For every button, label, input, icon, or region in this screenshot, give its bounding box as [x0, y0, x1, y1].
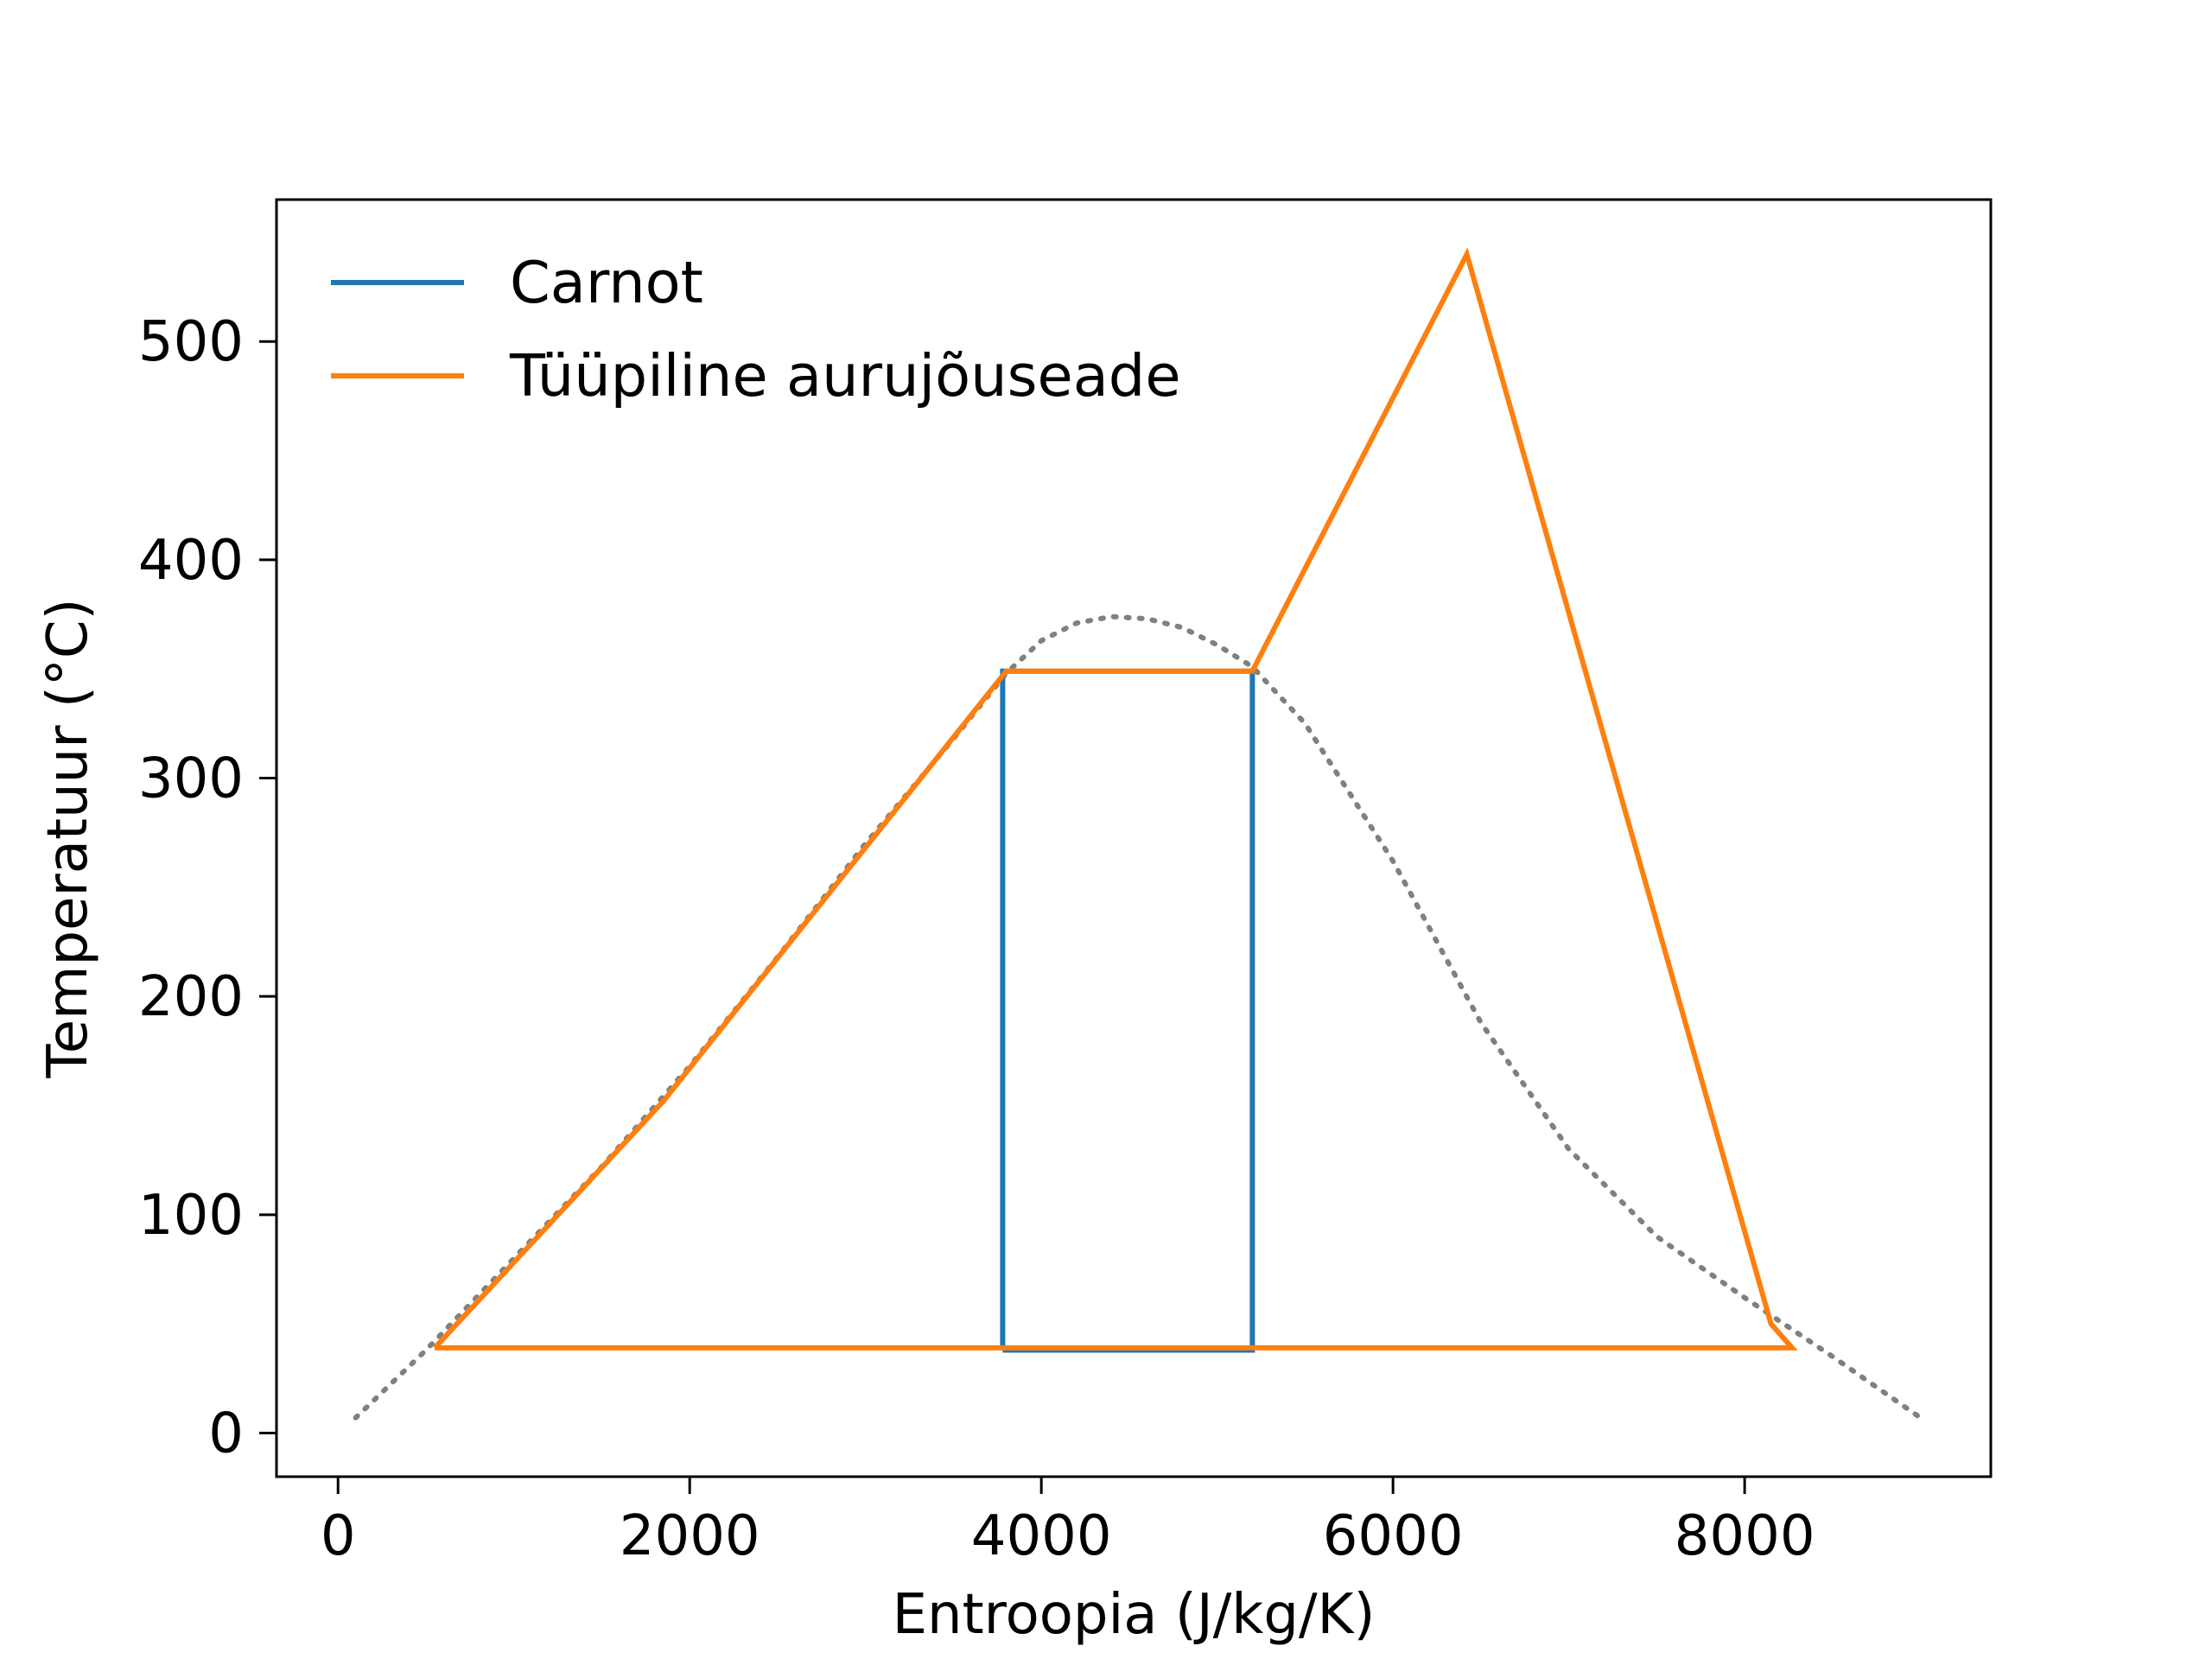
x-tick-label: 0	[321, 1504, 356, 1568]
y-tick-label: 300	[138, 747, 244, 811]
x-tick-label: 6000	[1323, 1504, 1464, 1568]
x-tick-label: 8000	[1675, 1504, 1815, 1568]
series-line-steam-plant	[432, 247, 1798, 1351]
x-tick-label: 4000	[971, 1504, 1112, 1568]
y-tick-label: 0	[208, 1402, 244, 1465]
y-axis-label: Temperatuur (°C)	[36, 599, 100, 1079]
x-axis-label: Entroopia (J/kg/K)	[893, 1583, 1376, 1647]
y-tick-label: 500	[138, 310, 244, 374]
legend: Carnot Tüüpiline aurujõuseade	[331, 249, 1181, 410]
y-tick-label: 400	[138, 529, 244, 593]
legend-entry-label: Carnot	[510, 249, 703, 316]
plot-area	[353, 247, 1923, 1421]
axes-frame	[275, 198, 1993, 1478]
axis-ticks: 0 2000 4000 6000 8000 0 100 200 300 400 500	[138, 310, 1815, 1568]
x-tick-label: 2000	[620, 1504, 760, 1568]
y-tick-label: 200	[138, 965, 244, 1029]
legend-entry-label: Tüüpiline aurujõuseade	[509, 342, 1181, 410]
saturation-dome-line	[353, 613, 1923, 1421]
y-tick-label: 100	[138, 1184, 244, 1248]
